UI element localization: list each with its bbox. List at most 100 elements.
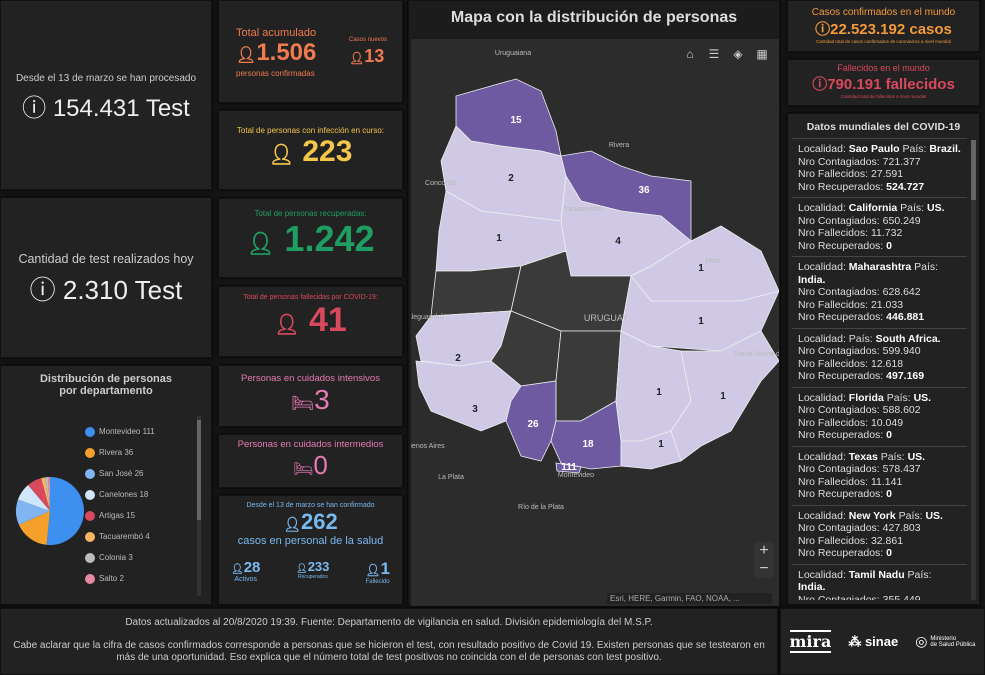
world-list-item[interactable]: Localidad: New York País: US. Nro Contag… <box>792 504 967 564</box>
legend-item[interactable]: Montevideo 111 <box>85 421 155 442</box>
pie-slice-Montevideo[interactable] <box>46 477 85 545</box>
country-label: País: <box>902 143 927 155</box>
cont-value: 588.602 <box>882 404 921 416</box>
loc-label: Localidad: <box>798 568 846 581</box>
legend-item[interactable]: Salto 2 <box>85 568 155 589</box>
pie-slice-Colonia[interactable] <box>45 477 50 511</box>
legend-scrollbar[interactable] <box>197 416 201 596</box>
msp-logo: ◎ Ministerio de Salud Pública <box>915 633 976 649</box>
health-recovered-label: Recuperados <box>297 574 328 580</box>
country-label: País: <box>848 332 873 345</box>
pie-slice-Canelones[interactable] <box>17 485 51 511</box>
health-value: 262 <box>301 509 338 534</box>
world-list-item[interactable]: Localidad: Sao Paulo País: Brazil. Nro C… <box>792 138 967 197</box>
legend-item[interactable]: Colonia 3 <box>85 547 155 568</box>
world-list-item[interactable]: Localidad: Texas País: US. Nro Contagiad… <box>792 445 967 505</box>
loc-value: California <box>848 202 898 214</box>
pie-slice-Tacuarembó[interactable] <box>41 477 50 511</box>
world-cases-panel: Casos confirmados en el mundo ⓘ22.523.19… <box>787 0 980 52</box>
cont-label: Nro Contagiados: <box>798 214 880 227</box>
legend-value: 15 <box>126 511 136 520</box>
health-active-value: 28 <box>243 559 261 576</box>
world-list[interactable]: Localidad: Sao Paulo País: Brazil. Nro C… <box>792 138 967 600</box>
country-value: US. <box>907 450 926 463</box>
rec-value: 0 <box>886 547 892 559</box>
person-icon: 👤︎ <box>296 563 308 573</box>
legend-item[interactable]: Tacuarembó 4 <box>85 526 155 547</box>
pie-slice-Rivera[interactable] <box>18 511 50 545</box>
legend-list-icon[interactable]: ☰ <box>708 47 720 61</box>
cont-label: Nro Contagiados: <box>798 463 880 475</box>
place-label: Concordia <box>425 180 457 187</box>
zoom-in-button[interactable]: + <box>759 542 769 559</box>
loc-value: Florida <box>848 391 884 404</box>
pie-slice-Salto[interactable] <box>48 477 50 511</box>
new-cases-label: Casos nuevos <box>349 37 388 43</box>
map-view[interactable]: 15 2 36 1 4 1 1 2 3 26 18 1 1 1 111 Uruguaiana Rivera Con… <box>411 39 779 606</box>
person-icon: 👤︎ <box>349 51 365 65</box>
rec-label: Nro Recuperados: <box>798 311 884 323</box>
intermediate-panel: Personas en cuidados intermedios 🛏︎0 <box>218 434 403 488</box>
health-label: Desde el 13 de marzo se han confirmado <box>246 502 375 509</box>
mira-logo: mira <box>789 630 832 653</box>
accumulated-panel: Total acumulado 👤︎1.506 personas confirm… <box>218 0 403 103</box>
department-maldonado[interactable] <box>620 430 682 470</box>
tests-today-value: 2.310 Test <box>62 275 183 305</box>
world-list-title: Datos mundiales del COVID-19 <box>806 121 961 133</box>
rec-value: 524.727 <box>886 180 925 193</box>
country-label: País: <box>914 261 939 273</box>
cont-value: 650.249 <box>882 214 921 227</box>
accumulated-label: Total acumulado <box>236 27 317 39</box>
legend-swatch <box>85 510 95 521</box>
home-icon[interactable]: ⌂ <box>686 47 694 61</box>
world-list-item[interactable]: Localidad: País: South Africa. Nro Conta… <box>792 327 967 387</box>
intermediate-value: 0 <box>313 450 328 480</box>
deaths-value: 41 <box>309 301 347 339</box>
world-list-item[interactable]: Localidad: Maharashtra País: India. Nro … <box>792 256 967 328</box>
department-count: 3 <box>472 404 478 415</box>
sinae-logo: ⁂ sinae <box>848 633 899 649</box>
layers-icon[interactable]: ◈ <box>733 47 743 61</box>
health-recovered-value: 233 <box>307 559 330 574</box>
legend-item[interactable]: San José 26 <box>85 463 155 484</box>
world-deaths-value: 790.191 fallecidos <box>827 76 955 93</box>
rec-label: Nro Recuperados: <box>798 239 884 252</box>
cont-label: Nro Contagiados: <box>798 593 880 601</box>
icu-panel: Personas en cuidados intensivos 🛏︎3 <box>218 365 403 427</box>
department-rionegro[interactable] <box>430 265 522 317</box>
fall-value: 21.033 <box>870 298 904 311</box>
world-list-item[interactable]: Localidad: Tamil Nadu País: India. Nro C… <box>792 563 967 601</box>
pie-slice-San José[interactable] <box>16 499 50 525</box>
world-list-scrollbar[interactable] <box>971 140 976 600</box>
department-sanjose[interactable] <box>505 380 557 462</box>
pie-slice-Artigas[interactable] <box>28 478 50 511</box>
fall-label: Nro Fallecidos: <box>798 416 869 429</box>
legend-value: 36 <box>124 448 134 457</box>
department-montevideo[interactable] <box>555 462 582 474</box>
world-list-item[interactable]: Localidad: California País: US. Nro Cont… <box>792 197 967 256</box>
fall-value: 11.141 <box>870 475 903 488</box>
legend-label: Salto <box>99 574 118 583</box>
person-icon: 👤︎ <box>246 231 275 256</box>
map-attribution: Esri, HERE, Garmin, FAO, NOAA, ... <box>607 593 772 604</box>
pie-title: Distribución de personas por departament… <box>39 373 173 397</box>
tests-total-value: 154.431 Test <box>52 95 190 122</box>
country-value: Brazil. <box>929 143 961 155</box>
legend-item[interactable]: Rivera 36 <box>85 442 155 463</box>
rec-value: 0 <box>886 429 892 441</box>
world-list-item[interactable]: Localidad: Florida País: US. Nro Contagi… <box>792 386 967 446</box>
basemap-gallery-icon[interactable]: ▦ <box>756 47 768 61</box>
country-label: País: <box>900 202 925 214</box>
map-title: Mapa con la distribución de personas <box>450 9 738 26</box>
world-cases-sub: Cantidad total de casos confirmados de c… <box>816 39 951 44</box>
place-label: Rivera <box>609 142 629 149</box>
health-active-label: Activos <box>234 576 257 583</box>
loc-value: New York <box>848 509 896 522</box>
legend-item[interactable]: Canelones 18 <box>85 484 155 505</box>
zoom-out-button[interactable]: − <box>759 560 769 577</box>
legend-item[interactable]: Artigas 15 <box>85 505 155 526</box>
person-icon: 👤︎ <box>274 314 300 336</box>
person-icon: 👤︎ <box>268 144 294 166</box>
department-count: 2 <box>455 353 461 364</box>
